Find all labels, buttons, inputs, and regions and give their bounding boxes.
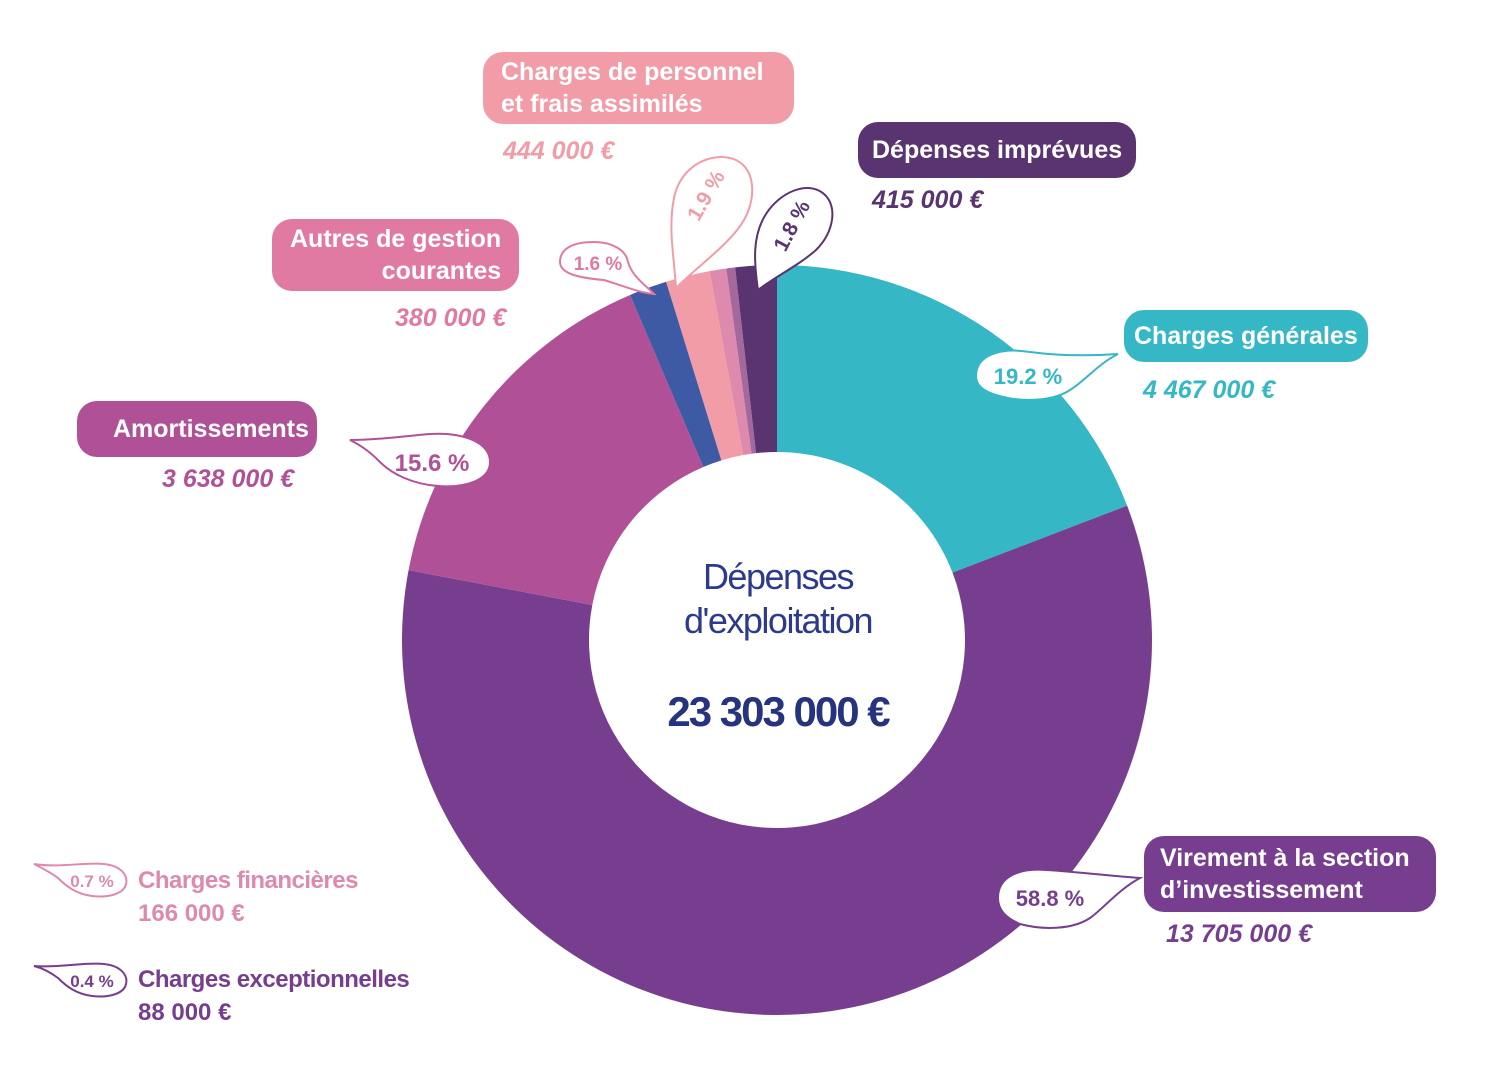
pct-label-amortissements: 15.6 %: [395, 450, 470, 477]
slice-imprevues: [735, 265, 777, 454]
center-title-line2: d'exploitation: [683, 600, 874, 641]
slice-amortissements: [408, 294, 704, 605]
pct-label-exceptionnelles: 0.4 %: [70, 972, 113, 991]
amount-personnel: 444 000 €: [503, 137, 615, 165]
pct-bubble-personnel: 1.9 %: [670, 156, 754, 291]
pct-label-autres: 1.6 %: [574, 254, 623, 275]
amount-autres: 380 000 €: [395, 304, 507, 332]
pct-bubble-imprevues: 1.8 %: [754, 187, 834, 292]
center-total: 23 303 000 €: [667, 688, 890, 735]
amount-imprevues: 415 000 €: [872, 186, 984, 214]
pct-label-virement: 58.8 %: [1016, 886, 1085, 911]
label-pill-personnel: Charges de personnel et frais assimilés: [483, 52, 794, 124]
slice-personnel: [666, 271, 744, 461]
pct-bubble-virement: 58.8 %: [996, 868, 1144, 929]
amount-virement: 13 705 000 €: [1166, 920, 1312, 948]
amount-amortissements: 3 638 000 €: [162, 465, 295, 493]
label-name-generales: Charges générales: [1134, 322, 1358, 350]
pct-bubble-generales: 19.2 %: [974, 349, 1119, 401]
label-pill-generales: Charges générales: [1124, 310, 1368, 362]
legend-amount-financieres: 166 000 €: [138, 900, 245, 927]
label-pill-autres: Autres de gestion courantes: [272, 219, 520, 291]
slice-autres: [630, 281, 722, 468]
pct-bubble-financieres: 0.7 %: [33, 862, 128, 898]
label-name-autres-line1: Autres de gestion: [290, 225, 502, 253]
label-name-amortissements: Amortissements: [113, 415, 309, 443]
slice-generales: [777, 265, 1128, 573]
label-pill-amortissements: Amortissements: [77, 401, 317, 457]
legend-name-financieres: Charges financières: [138, 867, 358, 894]
slice-virement: [402, 505, 1153, 1015]
amount-generales: 4 467 000 €: [1143, 376, 1276, 404]
label-name-personnel-line1: Charges de personnel: [501, 58, 764, 86]
label-name-virement-line1: Virement à la section: [1160, 844, 1410, 872]
slice-financieres: [709, 268, 752, 456]
pct-label-generales: 19.2 %: [994, 364, 1063, 389]
label-name-imprevues: Dépenses imprévues: [872, 136, 1123, 164]
center-title: Dépenses d'exploitation: [600, 555, 956, 643]
label-name-virement-line2: d’investissement: [1160, 876, 1363, 904]
label-name-personnel-line2: et frais assimilés: [501, 90, 703, 118]
legend-name-exceptionnelles: Charges exceptionnelles: [138, 966, 410, 993]
pct-label-financieres: 0.7 %: [70, 872, 113, 891]
center-title-line1: Dépenses: [702, 556, 855, 597]
slice-exceptionnelles: [726, 267, 757, 454]
legend-amount-exceptionnelles: 88 000 €: [138, 999, 232, 1026]
donut-slices: [402, 265, 1153, 1015]
label-pill-virement: Virement à la section d’investissement: [1144, 836, 1436, 912]
label-name-autres-line2: courantes: [381, 257, 502, 285]
pct-bubble-amortissements: 15.6 %: [349, 432, 492, 488]
pct-bubble-exceptionnelles: 0.4 %: [33, 962, 128, 998]
label-pill-imprevues: Dépenses imprévues: [858, 122, 1137, 178]
pct-bubble-autres: 1.6 %: [558, 240, 657, 296]
